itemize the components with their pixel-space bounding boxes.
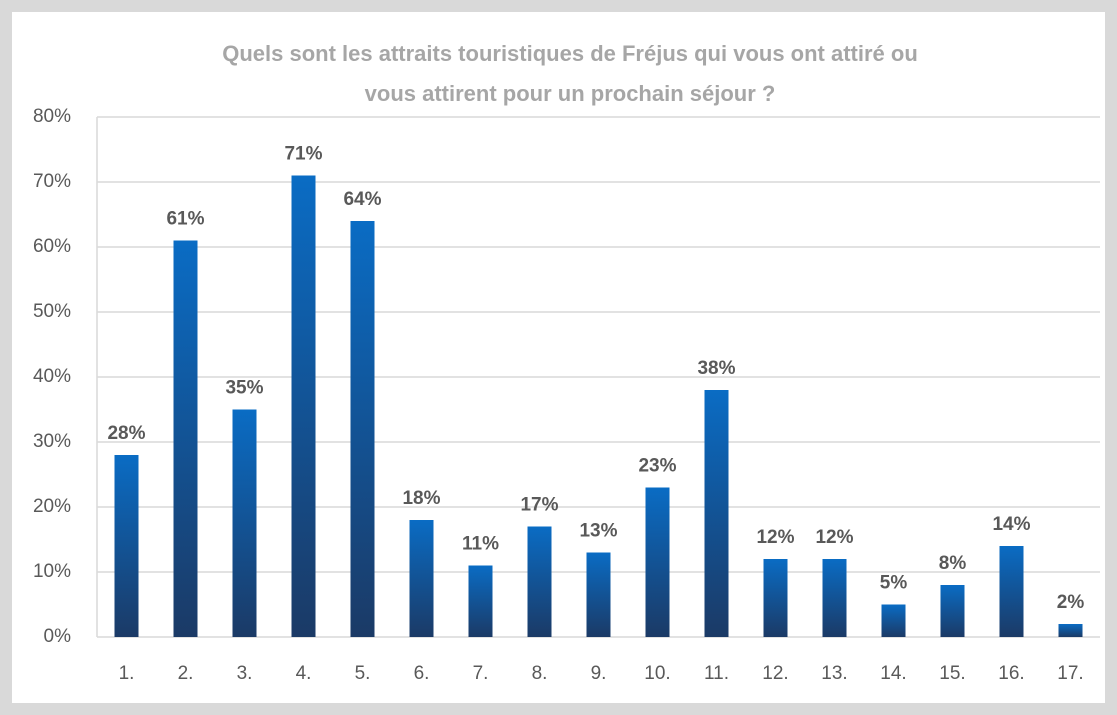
data-label: 23% xyxy=(638,456,676,477)
data-label: 12% xyxy=(756,527,794,548)
data-label: 8% xyxy=(939,553,967,574)
data-label: 18% xyxy=(402,488,440,509)
bar xyxy=(409,520,434,637)
x-tick-label: 4. xyxy=(296,663,312,684)
data-label: 12% xyxy=(815,527,853,548)
data-label: 71% xyxy=(284,144,322,165)
data-label: 5% xyxy=(880,573,908,594)
x-tick-label: 8. xyxy=(532,663,548,684)
bar xyxy=(468,565,493,637)
bar xyxy=(940,585,965,637)
bar xyxy=(527,526,552,637)
data-label: 11% xyxy=(462,534,499,555)
data-label: 35% xyxy=(225,378,263,399)
x-tick-label: 6. xyxy=(414,663,430,684)
x-tick-label: 15. xyxy=(939,663,965,684)
bar xyxy=(173,240,198,637)
x-tick-label: 12. xyxy=(762,663,788,684)
data-label: 17% xyxy=(520,495,558,516)
x-tick-label: 16. xyxy=(998,663,1024,684)
x-tick-label: 17. xyxy=(1057,663,1083,684)
x-tick-label: 9. xyxy=(591,663,607,684)
data-label: 14% xyxy=(992,514,1030,535)
x-tick-label: 5. xyxy=(355,663,371,684)
x-tick-label: 7. xyxy=(473,663,489,684)
data-label: 64% xyxy=(343,189,381,210)
bar xyxy=(704,390,729,637)
bar xyxy=(232,409,257,637)
x-tick-label: 14. xyxy=(880,663,906,684)
x-tick-label: 10. xyxy=(644,663,670,684)
y-tick-label: 70% xyxy=(33,171,71,192)
bar xyxy=(881,604,906,637)
y-tick-label: 60% xyxy=(33,236,71,257)
bar xyxy=(291,175,316,637)
bar xyxy=(645,487,670,637)
bar xyxy=(1058,624,1083,637)
chart-title: vous attirent pour un prochain séjour ? xyxy=(365,81,776,106)
y-tick-label: 50% xyxy=(33,301,71,322)
data-label: 2% xyxy=(1057,592,1085,613)
y-tick-label: 30% xyxy=(33,431,71,452)
x-tick-label: 13. xyxy=(821,663,847,684)
bar xyxy=(999,546,1024,637)
data-label: 38% xyxy=(697,358,735,379)
y-tick-label: 80% xyxy=(33,106,71,127)
y-tick-label: 20% xyxy=(33,496,71,517)
chart-title: Quels sont les attraits touristiques de … xyxy=(222,41,918,66)
x-tick-label: 2. xyxy=(178,663,194,684)
x-tick-label: 3. xyxy=(237,663,253,684)
x-tick-label: 11. xyxy=(704,663,729,684)
y-tick-label: 40% xyxy=(33,366,71,387)
x-tick-label: 1. xyxy=(119,663,135,684)
bar xyxy=(822,559,847,637)
bar xyxy=(350,221,375,637)
y-tick-label: 0% xyxy=(44,626,72,647)
data-label: 28% xyxy=(107,423,145,444)
bar xyxy=(586,552,611,637)
bar xyxy=(114,455,139,637)
y-tick-label: 10% xyxy=(33,561,71,582)
data-label: 61% xyxy=(166,209,204,230)
bar xyxy=(763,559,788,637)
data-label: 13% xyxy=(579,521,617,542)
